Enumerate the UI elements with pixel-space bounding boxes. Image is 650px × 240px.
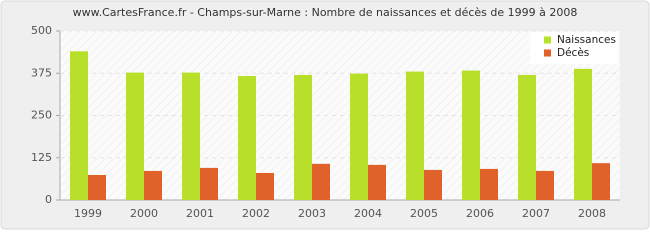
y-tick-label: 500 <box>31 24 52 37</box>
y-tick-label: 250 <box>31 109 52 122</box>
x-tick-label: 2008 <box>578 207 606 220</box>
bar <box>350 73 368 200</box>
bar <box>574 68 592 200</box>
bar <box>144 170 162 200</box>
chart: www.CartesFrance.fr - Champs-sur-Marne :… <box>0 0 650 230</box>
x-tick-label: 2006 <box>466 207 494 220</box>
x-tick-label: 2003 <box>298 207 326 220</box>
x-tick-label: 2000 <box>130 207 158 220</box>
bar <box>406 71 424 200</box>
bar <box>200 167 218 200</box>
legend-label: Naissances <box>557 34 616 46</box>
y-tick-label: 375 <box>31 66 52 79</box>
bar <box>480 168 498 200</box>
bar <box>518 74 536 200</box>
bar <box>368 164 386 200</box>
x-tick-label: 2004 <box>354 207 382 220</box>
legend-swatch <box>544 36 551 44</box>
bar <box>294 74 312 200</box>
bar <box>238 75 256 200</box>
legend-label: Décès <box>557 47 589 59</box>
bar <box>88 174 106 200</box>
x-tick-label: 2001 <box>186 207 214 220</box>
bar <box>126 72 144 200</box>
chart-title: www.CartesFrance.fr - Champs-sur-Marne :… <box>73 6 578 19</box>
x-tick-label: 2005 <box>410 207 438 220</box>
bar <box>424 169 442 200</box>
bar <box>182 72 200 200</box>
bar <box>312 163 330 200</box>
bar <box>462 70 480 201</box>
bar <box>70 51 88 200</box>
y-tick-label: 0 <box>45 193 52 206</box>
x-tick-label: 1999 <box>74 207 102 220</box>
bar <box>536 170 554 200</box>
bar <box>256 172 274 200</box>
y-tick-label: 125 <box>31 151 52 164</box>
x-tick-label: 2007 <box>522 207 550 220</box>
x-tick-label: 2002 <box>242 207 270 220</box>
bar <box>592 163 610 200</box>
legend-swatch <box>544 49 551 57</box>
